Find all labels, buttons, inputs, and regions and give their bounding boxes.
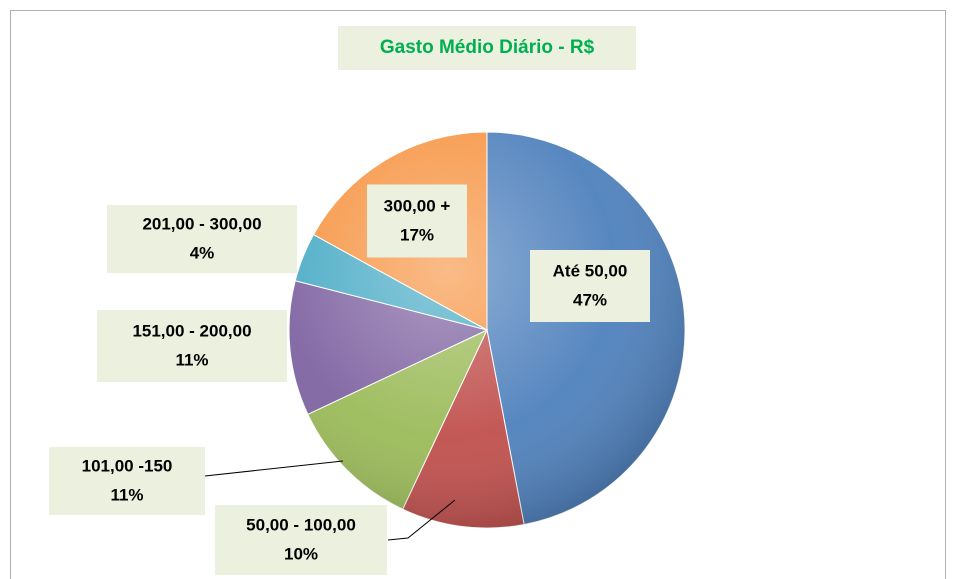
category-label: 50,00 - 100,00 [246, 515, 356, 534]
label-box [530, 250, 650, 322]
value-label: 47% [573, 290, 607, 309]
value-label: 11% [110, 485, 143, 504]
value-label: 11% [175, 350, 208, 369]
value-label: 17% [400, 225, 434, 244]
category-label: Até 50,00 [553, 261, 628, 280]
label-box [107, 205, 297, 273]
chart-title: Gasto Médio Diário - R$ [380, 37, 595, 58]
category-label: 101,00 -150 [82, 456, 173, 475]
title-box [338, 26, 636, 70]
category-label: 300,00 + [384, 196, 451, 215]
label-box [367, 184, 467, 258]
value-label: 10% [284, 544, 318, 563]
leader-line [387, 499, 456, 541]
category-label: 151,00 - 200,00 [132, 321, 251, 340]
leader-line [204, 460, 344, 477]
label-box [215, 505, 387, 575]
label-box [97, 310, 287, 382]
label-box [49, 447, 205, 515]
value-label: 4% [190, 243, 215, 262]
category-label: 201,00 - 300,00 [142, 214, 261, 233]
